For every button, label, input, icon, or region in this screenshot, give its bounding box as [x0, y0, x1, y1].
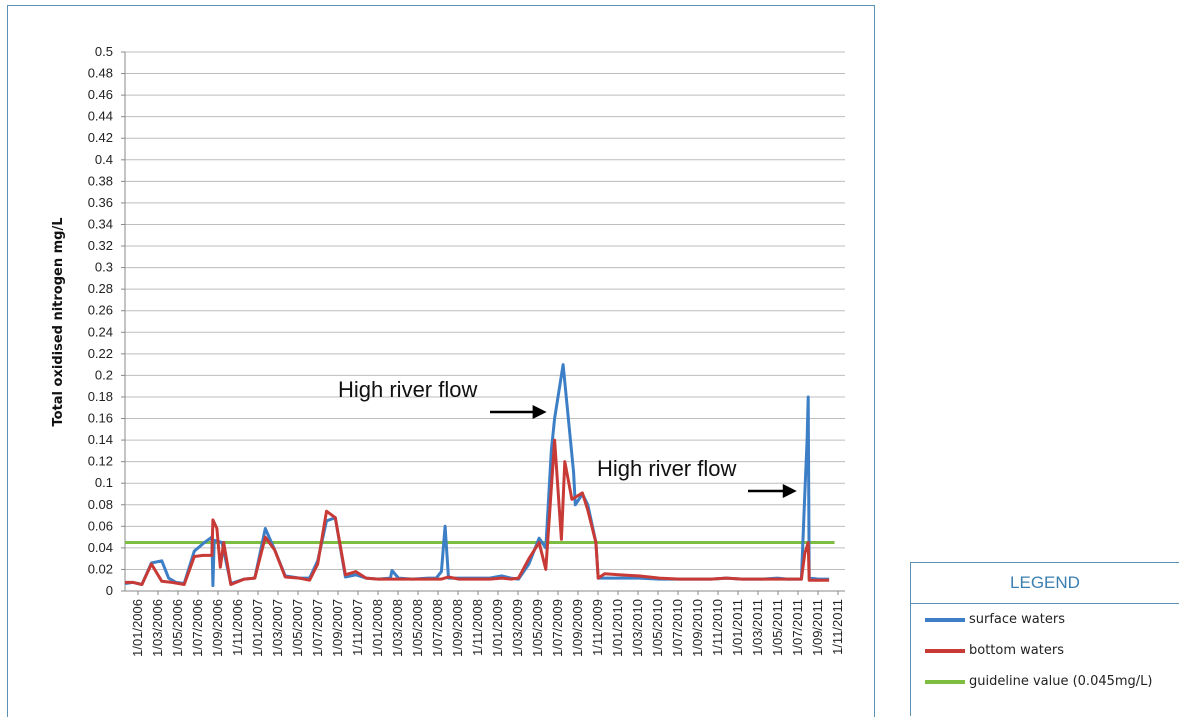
y-axis: 0 0.02 0.04 0.06 0.08 0.1 0.12 0.14 0.16 0.18 0.2 0… — [88, 44, 126, 598]
y-tick-label: 0.36 — [88, 195, 113, 210]
y-tick-label: 0 — [106, 583, 113, 598]
y-tick-label: 0.22 — [88, 346, 113, 361]
y-tick-label: 0.28 — [88, 281, 113, 296]
legend-swatch-bottom — [925, 648, 965, 653]
y-tick-label: 0.16 — [88, 411, 113, 426]
y-tick-label: 0.02 — [88, 561, 113, 576]
y-tick-label: 0.38 — [88, 173, 113, 188]
y-tick-label: 0.44 — [88, 109, 113, 124]
annotation-text: High river flow — [338, 377, 477, 402]
x-tick-label: 1/09/2008 — [450, 599, 465, 657]
x-tick-label: 1/01/2011 — [730, 599, 745, 656]
y-tick-label: 0.42 — [88, 130, 113, 145]
legend: LEGEND surface waters bottom waters guid… — [910, 562, 1179, 716]
y-tick-label: 0.3 — [95, 260, 113, 275]
annotation-text: High river flow — [597, 456, 736, 481]
y-tick-label: 0.2 — [95, 367, 113, 382]
x-tick-label: 1/07/2007 — [310, 599, 325, 657]
y-tick-label: 0.32 — [88, 238, 113, 253]
x-axis: 1/01/2006 1/03/2006 1/05/2006 1/07/2006 1/09… — [125, 590, 845, 657]
x-tick-label: 1/05/2010 — [650, 599, 665, 657]
x-tick-label: 1/03/2008 — [390, 599, 405, 657]
y-axis-label: Total oxidised nitrogen mg/L — [51, 217, 66, 426]
y-tick-label: 0.1 — [95, 475, 113, 490]
y-tick-label: 0.46 — [88, 87, 113, 102]
x-tick-label: 1/09/2007 — [330, 599, 345, 657]
series-line-bottom — [125, 438, 830, 586]
x-tick-label: 1/11/2006 — [230, 599, 245, 656]
x-tick-label: 1/09/2006 — [210, 599, 225, 657]
x-tick-label: 1/05/2008 — [410, 599, 425, 657]
x-tick-label: 1/03/2006 — [150, 599, 165, 657]
x-tick-label: 1/07/2006 — [190, 599, 205, 657]
y-tick-label: 0.24 — [88, 324, 113, 339]
x-tick-label: 1/11/2007 — [350, 599, 365, 656]
x-tick-label: 1/07/2010 — [670, 599, 685, 657]
series-lines — [124, 363, 835, 588]
annotation-arrow-head — [532, 405, 547, 419]
x-tick-label: 1/05/2006 — [170, 599, 185, 657]
x-tick-label: 1/03/2009 — [510, 599, 525, 657]
x-tick-label: 1/01/2009 — [490, 599, 505, 657]
y-tick-label: 0.04 — [88, 540, 113, 555]
legend-item-surface: surface waters — [911, 604, 1179, 635]
legend-label-bottom: bottom waters — [969, 643, 1064, 658]
x-tick-label: 1/11/2011 — [830, 599, 845, 655]
x-tick-label: 1/01/2007 — [250, 599, 265, 657]
x-tick-label: 1/05/2011 — [770, 599, 785, 656]
x-tick-label: 1/11/2010 — [710, 599, 725, 656]
y-tick-label: 0.26 — [88, 303, 113, 318]
x-tick-label: 1/01/2008 — [370, 599, 385, 657]
y-tick-label: 0.12 — [88, 454, 113, 469]
x-tick-label: 1/09/2010 — [690, 599, 705, 657]
x-tick-label: 1/05/2009 — [530, 599, 545, 657]
legend-item-guideline: guideline value (0.045mg/L) — [911, 666, 1179, 697]
y-tick-label: 0.08 — [88, 497, 113, 512]
legend-title: LEGEND — [911, 563, 1179, 604]
legend-swatch-surface — [925, 617, 965, 622]
x-tick-label: 1/03/2007 — [270, 599, 285, 657]
y-tick-label: 0.14 — [88, 432, 113, 447]
x-tick-label: 1/03/2011 — [750, 599, 765, 656]
legend-label-guideline: guideline value (0.045mg/L) — [969, 674, 1153, 689]
y-tick-label: 0.18 — [88, 389, 113, 404]
y-tick-label: 0.34 — [88, 216, 113, 231]
x-tick-label: 1/09/2011 — [810, 599, 825, 656]
x-tick-label: 1/05/2007 — [290, 599, 305, 657]
y-tick-label: 0.48 — [88, 66, 113, 81]
legend-label-surface: surface waters — [969, 612, 1065, 627]
x-tick-label: 1/11/2008 — [470, 599, 485, 656]
x-tick-label: 1/07/2008 — [430, 599, 445, 657]
legend-swatch-guideline — [925, 679, 965, 684]
chart-frame — [7, 5, 875, 717]
x-tick-label: 1/03/2010 — [630, 599, 645, 657]
x-tick-label: 1/11/2009 — [590, 599, 605, 656]
annotation-arrow-head — [782, 484, 797, 498]
x-tick-label: 1/01/2006 — [130, 599, 145, 657]
gridlines — [125, 51, 845, 592]
x-tick-label: 1/01/2010 — [610, 599, 625, 657]
y-tick-label: 0.5 — [95, 44, 113, 59]
legend-item-bottom: bottom waters — [911, 635, 1179, 666]
x-tick-label: 1/07/2009 — [550, 599, 565, 657]
y-tick-label: 0.4 — [95, 152, 113, 167]
y-tick-label: 0.06 — [88, 518, 113, 533]
x-tick-label: 1/07/2011 — [790, 599, 805, 656]
x-tick-label: 1/09/2009 — [570, 599, 585, 657]
chart-svg: 0 0.02 0.04 0.06 0.08 0.1 0.12 0.14 0.16 0.18 0.2 0… — [51, 44, 845, 657]
annotations: High river flow High river flow — [338, 377, 797, 498]
